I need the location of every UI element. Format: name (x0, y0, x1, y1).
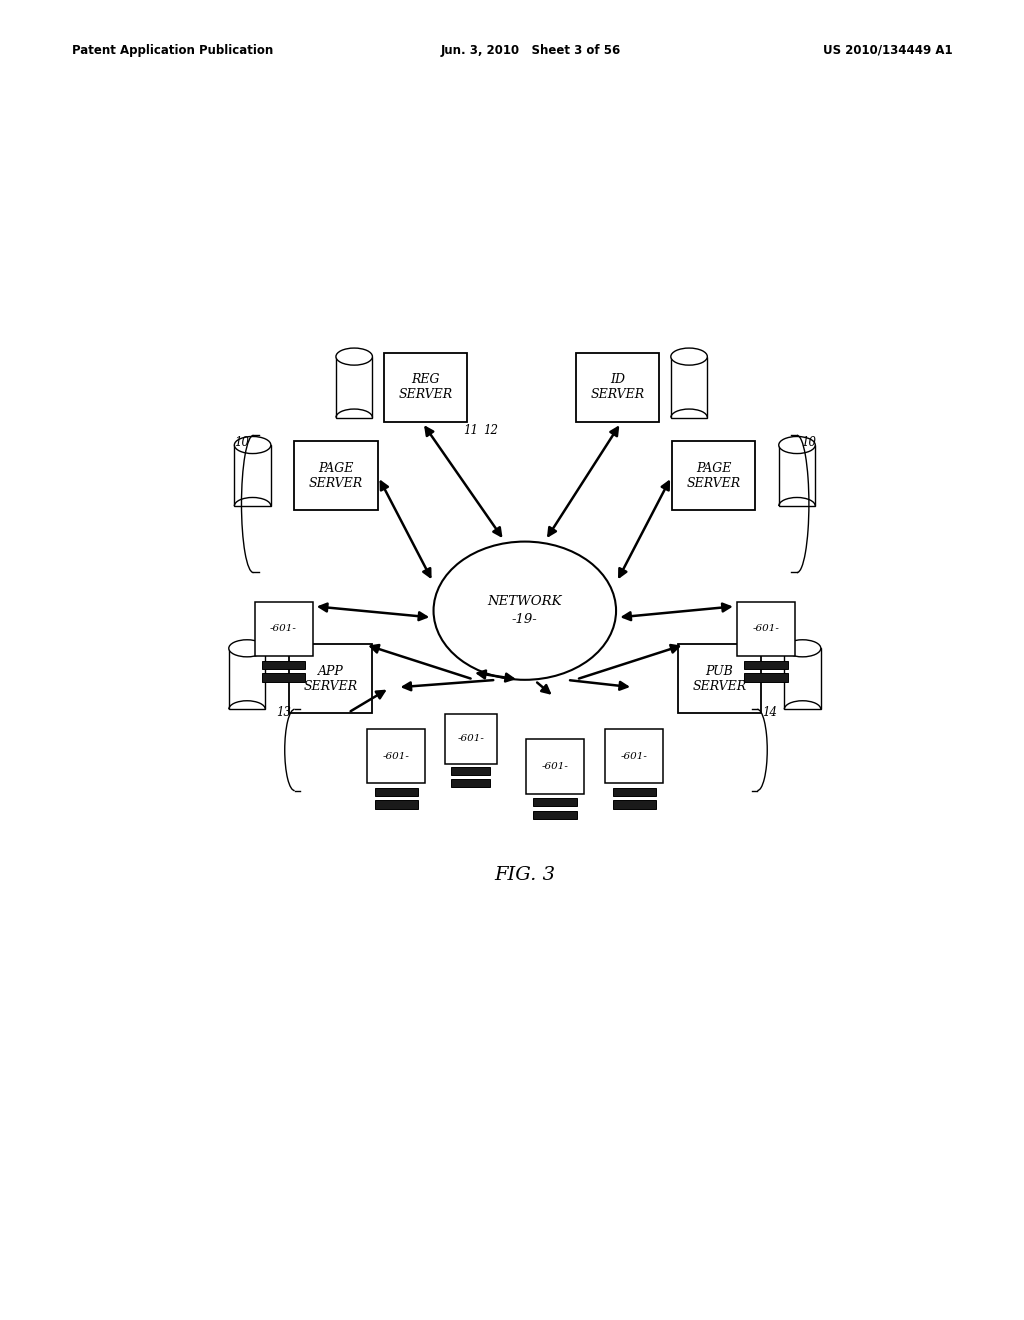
Text: -601-: -601- (621, 751, 648, 760)
Text: PUB
SERVER: PUB SERVER (692, 665, 746, 693)
Bar (534, 797, 577, 807)
Bar (452, 767, 490, 775)
Bar (375, 788, 418, 796)
Ellipse shape (778, 437, 815, 454)
Text: 12: 12 (483, 424, 498, 437)
Bar (336, 356, 373, 417)
Text: -601-: -601- (542, 762, 568, 771)
Bar (784, 648, 821, 709)
Bar (678, 644, 761, 713)
Bar (255, 602, 312, 656)
Text: 14: 14 (762, 706, 777, 719)
Bar (737, 602, 795, 656)
Text: FIG. 3: FIG. 3 (495, 866, 555, 884)
Text: US 2010/134449 A1: US 2010/134449 A1 (822, 44, 952, 57)
Bar (744, 673, 787, 682)
Text: 13: 13 (276, 706, 291, 719)
Text: Patent Application Publication: Patent Application Publication (72, 44, 273, 57)
Bar (289, 644, 372, 713)
Text: APP
SERVER: APP SERVER (303, 665, 357, 693)
Text: 10: 10 (234, 437, 249, 450)
Bar (534, 810, 577, 820)
Bar (368, 729, 425, 784)
Bar (575, 352, 659, 421)
Text: -601-: -601- (383, 751, 410, 760)
Text: PAGE
SERVER: PAGE SERVER (687, 462, 740, 490)
Text: REG
SERVER: REG SERVER (398, 374, 453, 401)
Text: -601-: -601- (270, 624, 297, 634)
Bar (526, 739, 584, 793)
Bar (452, 779, 490, 787)
Text: -601-: -601- (753, 624, 779, 634)
Bar (671, 356, 708, 417)
Ellipse shape (228, 640, 265, 657)
Bar (294, 441, 378, 510)
Ellipse shape (336, 348, 373, 366)
Text: ID
SERVER: ID SERVER (591, 374, 645, 401)
Bar (262, 673, 305, 682)
Ellipse shape (433, 541, 616, 680)
Text: 10: 10 (802, 437, 816, 450)
Bar (612, 800, 656, 809)
Ellipse shape (784, 640, 821, 657)
Bar (444, 714, 497, 764)
Text: NETWORK
-19-: NETWORK -19- (487, 595, 562, 626)
Bar (384, 352, 467, 421)
Text: Jun. 3, 2010   Sheet 3 of 56: Jun. 3, 2010 Sheet 3 of 56 (440, 44, 621, 57)
Bar (605, 729, 664, 784)
Text: 11: 11 (463, 424, 478, 437)
Bar (375, 800, 418, 809)
Bar (778, 445, 815, 506)
Ellipse shape (671, 348, 708, 366)
Text: PAGE
SERVER: PAGE SERVER (309, 462, 362, 490)
Bar (744, 660, 787, 669)
Bar (672, 441, 756, 510)
Ellipse shape (234, 437, 270, 454)
Bar (228, 648, 265, 709)
Bar (262, 660, 305, 669)
Bar (234, 445, 270, 506)
Bar (612, 788, 656, 796)
Text: -601-: -601- (458, 734, 484, 743)
